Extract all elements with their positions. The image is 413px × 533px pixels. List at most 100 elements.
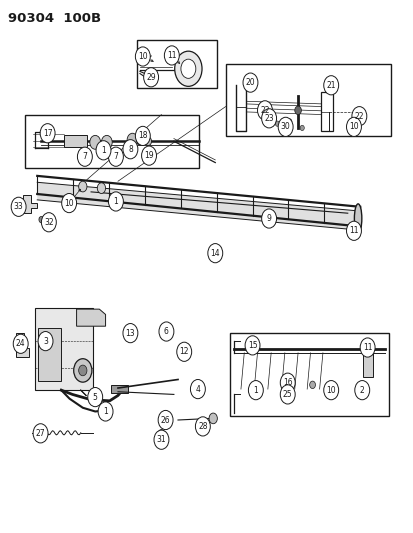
Circle shape — [159, 322, 173, 341]
Text: 11: 11 — [349, 227, 358, 235]
Bar — [229, 333, 388, 416]
Circle shape — [123, 324, 138, 343]
Bar — [25, 115, 198, 168]
Text: 25: 25 — [282, 390, 292, 399]
Text: 18: 18 — [138, 132, 147, 140]
Text: 8: 8 — [128, 145, 133, 154]
Circle shape — [135, 47, 150, 66]
Bar — [38, 328, 61, 381]
Circle shape — [323, 381, 338, 400]
Circle shape — [143, 68, 158, 87]
Text: 32: 32 — [44, 218, 54, 227]
Text: 1: 1 — [101, 146, 106, 155]
Circle shape — [41, 213, 56, 232]
Circle shape — [323, 76, 338, 95]
Circle shape — [157, 430, 165, 439]
Circle shape — [101, 135, 112, 149]
Text: 10: 10 — [348, 123, 358, 131]
Circle shape — [127, 133, 138, 147]
Circle shape — [280, 373, 294, 392]
Text: 22: 22 — [354, 112, 363, 120]
Circle shape — [108, 192, 123, 211]
Text: 7: 7 — [113, 152, 118, 161]
Circle shape — [13, 334, 28, 353]
Circle shape — [351, 107, 366, 126]
Text: 27: 27 — [36, 429, 45, 438]
Text: 9: 9 — [266, 214, 271, 223]
Bar — [225, 64, 390, 136]
Circle shape — [309, 381, 315, 389]
Text: 21: 21 — [326, 81, 335, 90]
Polygon shape — [37, 182, 359, 230]
Text: 90304  100B: 90304 100B — [8, 12, 101, 25]
Text: 10: 10 — [64, 199, 74, 207]
Circle shape — [354, 381, 369, 400]
Circle shape — [21, 344, 26, 351]
Circle shape — [359, 338, 374, 357]
Text: 3: 3 — [43, 337, 48, 345]
Circle shape — [262, 117, 266, 122]
Bar — [320, 92, 332, 131]
Bar — [111, 385, 127, 393]
Circle shape — [244, 336, 259, 355]
Circle shape — [278, 117, 292, 136]
Circle shape — [164, 46, 179, 65]
Text: 2: 2 — [359, 386, 364, 394]
Text: 22: 22 — [260, 106, 269, 115]
Text: 19: 19 — [144, 151, 154, 160]
Circle shape — [346, 221, 361, 240]
Text: 30: 30 — [280, 123, 290, 131]
Circle shape — [98, 402, 113, 421]
Text: 5: 5 — [93, 393, 97, 401]
Circle shape — [294, 106, 301, 115]
Circle shape — [280, 385, 294, 404]
Circle shape — [275, 121, 279, 126]
Circle shape — [96, 141, 111, 160]
Circle shape — [261, 209, 276, 228]
Circle shape — [39, 216, 44, 223]
Text: 14: 14 — [210, 249, 220, 257]
Text: 12: 12 — [179, 348, 188, 356]
Circle shape — [176, 342, 191, 361]
Bar — [158, 440, 164, 445]
Circle shape — [97, 183, 105, 193]
Circle shape — [78, 365, 87, 376]
Circle shape — [88, 387, 102, 407]
Text: 10: 10 — [138, 52, 147, 61]
Circle shape — [299, 125, 304, 131]
Circle shape — [11, 197, 26, 216]
Circle shape — [287, 119, 291, 124]
Circle shape — [242, 73, 257, 92]
Text: 31: 31 — [156, 435, 166, 444]
Circle shape — [195, 417, 210, 436]
Circle shape — [261, 109, 276, 128]
Circle shape — [136, 135, 145, 146]
Bar — [64, 135, 87, 147]
Circle shape — [90, 135, 100, 149]
Polygon shape — [16, 333, 29, 357]
Circle shape — [328, 383, 333, 390]
Text: 33: 33 — [14, 203, 24, 211]
Text: 23: 23 — [263, 114, 273, 123]
Text: 7: 7 — [82, 152, 87, 161]
Text: 24: 24 — [16, 340, 26, 348]
Circle shape — [145, 137, 151, 146]
Circle shape — [248, 381, 263, 400]
Circle shape — [135, 126, 150, 146]
Circle shape — [180, 59, 195, 78]
Circle shape — [141, 146, 156, 165]
Circle shape — [190, 379, 205, 399]
Text: 1: 1 — [253, 386, 258, 394]
Circle shape — [207, 244, 222, 263]
Text: 1: 1 — [103, 407, 108, 416]
Circle shape — [38, 332, 53, 351]
Polygon shape — [76, 309, 105, 326]
Circle shape — [209, 413, 217, 424]
Circle shape — [123, 140, 138, 159]
Text: 15: 15 — [247, 341, 257, 350]
Text: 11: 11 — [167, 51, 176, 60]
Text: 1: 1 — [113, 197, 118, 206]
Circle shape — [257, 101, 272, 120]
Circle shape — [154, 430, 169, 449]
Circle shape — [74, 359, 92, 382]
